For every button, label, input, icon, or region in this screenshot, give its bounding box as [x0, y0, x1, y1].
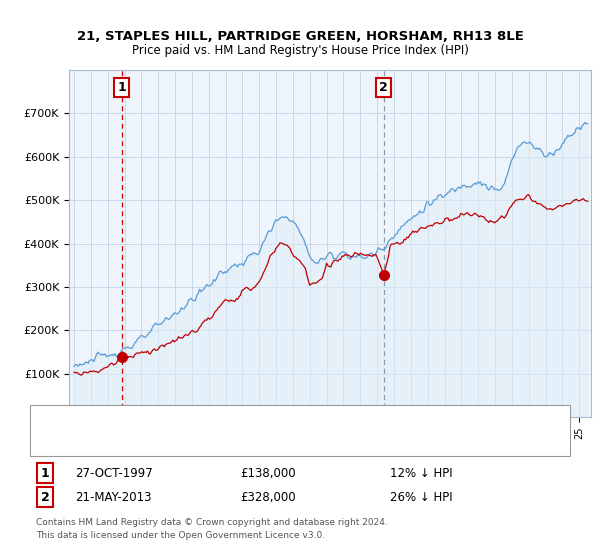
Text: £138,000: £138,000 [240, 466, 296, 480]
Text: 2: 2 [379, 81, 388, 94]
Text: 2: 2 [41, 491, 49, 504]
Text: 21, STAPLES HILL, PARTRIDGE GREEN, HORSHAM, RH13 8LE (detached house): 21, STAPLES HILL, PARTRIDGE GREEN, HORSH… [84, 417, 490, 427]
Text: 1: 1 [41, 466, 49, 480]
Text: £328,000: £328,000 [240, 491, 296, 504]
Text: HPI: Average price, detached house, Horsham: HPI: Average price, detached house, Hors… [84, 433, 324, 444]
Text: 26% ↓ HPI: 26% ↓ HPI [390, 491, 452, 504]
Text: 21-MAY-2013: 21-MAY-2013 [75, 491, 151, 504]
Text: Price paid vs. HM Land Registry's House Price Index (HPI): Price paid vs. HM Land Registry's House … [131, 44, 469, 57]
Text: 12% ↓ HPI: 12% ↓ HPI [390, 466, 452, 480]
Text: 27-OCT-1997: 27-OCT-1997 [75, 466, 153, 480]
Text: Contains HM Land Registry data © Crown copyright and database right 2024.
This d: Contains HM Land Registry data © Crown c… [36, 518, 388, 540]
Text: 21, STAPLES HILL, PARTRIDGE GREEN, HORSHAM, RH13 8LE: 21, STAPLES HILL, PARTRIDGE GREEN, HORSH… [77, 30, 523, 43]
Text: 1: 1 [117, 81, 126, 94]
